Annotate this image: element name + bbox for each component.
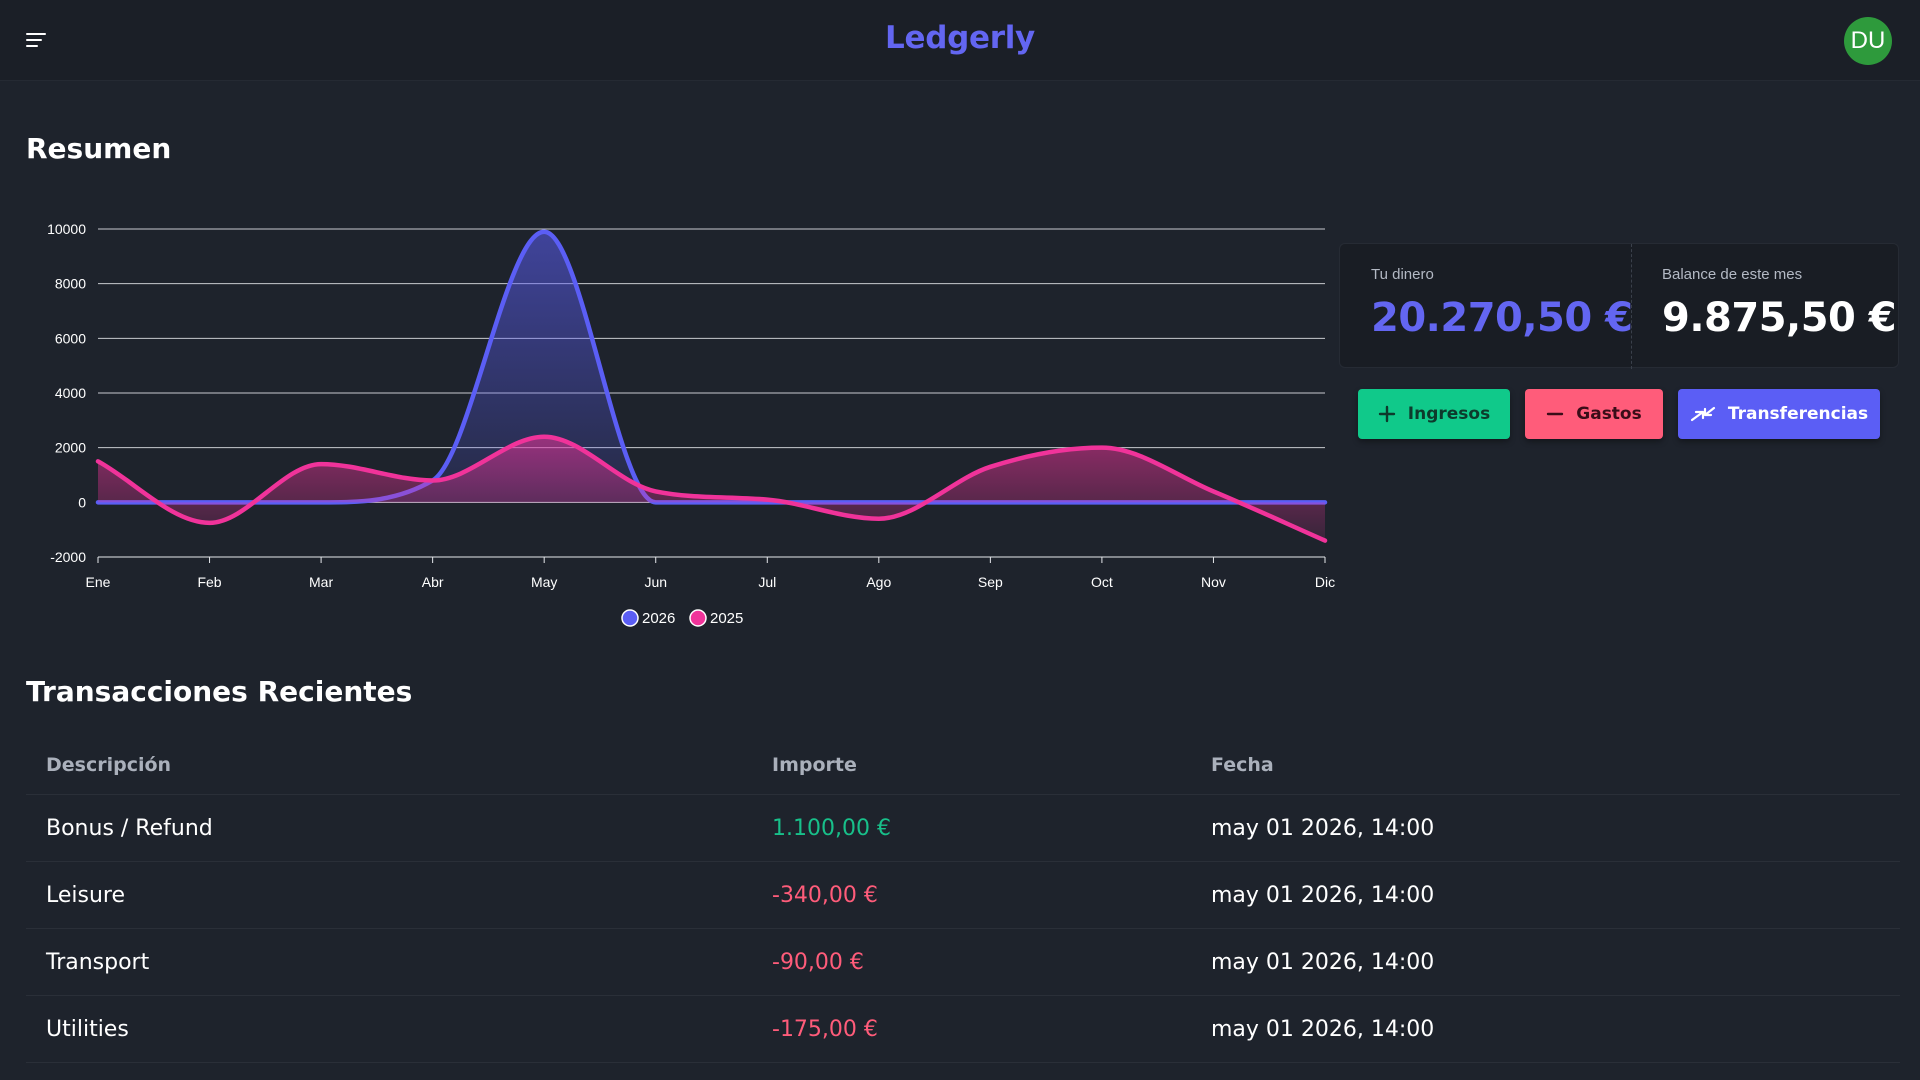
table-row[interactable]: Leisure -340,00 € may 01 2026, 14:00	[26, 862, 1900, 929]
y-tick-label: 8000	[55, 276, 86, 292]
row-amount: -90,00 €	[772, 949, 864, 975]
legend-label-2026: 2026	[642, 610, 675, 627]
x-tick-label: Abr	[422, 574, 444, 590]
balance-stat: Balance de este mes 9.875,50 €	[1662, 266, 1897, 341]
column-header-amount[interactable]: Importe	[772, 753, 857, 776]
table-row[interactable]: Utilities -175,00 € may 01 2026, 14:00	[26, 996, 1900, 1063]
row-amount: -175,00 €	[772, 1016, 878, 1042]
plus-icon	[1378, 405, 1396, 423]
row-description: Utilities	[46, 1016, 129, 1042]
legend-marker-2026	[621, 609, 639, 627]
balance-label: Balance de este mes	[1662, 266, 1803, 283]
stats-divider	[1631, 244, 1632, 369]
legend-label-2025: 2025	[710, 610, 743, 627]
x-tick-label: May	[531, 574, 557, 590]
summary-chart: -2000 0 2000 4000 6000 8000 10000 Ene Feb Mar Abr M…	[47, 221, 1335, 627]
y-tick-label: 6000	[55, 330, 86, 346]
x-tick-label: Feb	[197, 574, 221, 590]
table-row[interactable]: Bonus / Refund 1.100,00 € may 01 2026, 1…	[26, 795, 1900, 862]
money-stat: Tu dinero 20.270,50 €	[1371, 266, 1633, 341]
x-tick-label: Jun	[644, 574, 667, 590]
money-label: Tu dinero	[1371, 266, 1434, 283]
series-area-2025	[98, 436, 1325, 541]
income-button-label: Ingresos	[1407, 404, 1491, 424]
row-description: Bonus / Refund	[46, 815, 213, 841]
app-title[interactable]: Ledgerly	[885, 20, 1035, 56]
row-date: may 01 2026, 14:00	[1211, 1016, 1435, 1042]
legend-marker-2025	[689, 609, 707, 627]
transfer-button-label: Transferencias	[1727, 404, 1869, 424]
column-header-description[interactable]: Descripción	[46, 753, 172, 776]
x-tick-label: Oct	[1091, 574, 1113, 590]
transactions-table: Descripción Importe Fecha Bonus / Refund…	[26, 735, 1900, 1063]
row-date: may 01 2026, 14:00	[1211, 815, 1435, 841]
series-line-2025	[95, 434, 1328, 543]
row-description: Transport	[46, 949, 150, 975]
row-amount: -340,00 €	[772, 882, 878, 908]
table-header-row: Descripción Importe Fecha	[26, 735, 1900, 795]
add-expense-button[interactable]: Gastos	[1525, 389, 1663, 439]
x-tick-label: Sep	[978, 574, 1003, 590]
stats-card: Tu dinero 20.270,50 € Balance de este me…	[1339, 243, 1899, 369]
table-row[interactable]: Transport -90,00 € may 01 2026, 14:00	[26, 929, 1900, 996]
expense-button-label: Gastos	[1576, 404, 1642, 424]
minus-icon	[1546, 405, 1564, 423]
x-tick-label: Jul	[758, 574, 776, 590]
x-tick-label: Ago	[866, 574, 891, 590]
hamburger-menu-icon[interactable]	[26, 32, 48, 48]
y-tick-label: -2000	[50, 549, 86, 565]
money-value: 20.270,50 €	[1371, 295, 1633, 341]
y-tick-label: 2000	[55, 440, 86, 456]
transactions-title: Transacciones Recientes	[26, 675, 413, 708]
transfer-arrows-icon	[1690, 404, 1716, 424]
row-description: Leisure	[46, 882, 126, 908]
summary-title: Resumen	[26, 132, 172, 165]
column-header-date[interactable]: Fecha	[1211, 753, 1274, 776]
y-tick-label: 4000	[55, 385, 86, 401]
x-tick-label: Nov	[1201, 574, 1226, 590]
row-date: may 01 2026, 14:00	[1211, 949, 1435, 975]
top-bar: Ledgerly DU	[0, 0, 1920, 81]
balance-value: 9.875,50 €	[1662, 295, 1897, 341]
x-tick-label: Dic	[1315, 574, 1335, 590]
avatar[interactable]: DU	[1844, 17, 1892, 65]
y-tick-label: 0	[78, 494, 86, 510]
x-tick-label: Mar	[309, 574, 333, 590]
add-transfer-button[interactable]: Transferencias	[1678, 389, 1880, 439]
y-tick-label: 10000	[47, 221, 86, 237]
add-income-button[interactable]: Ingresos	[1358, 389, 1510, 439]
row-amount: 1.100,00 €	[772, 815, 891, 841]
x-tick-label: Ene	[86, 574, 111, 590]
row-date: may 01 2026, 14:00	[1211, 882, 1435, 908]
